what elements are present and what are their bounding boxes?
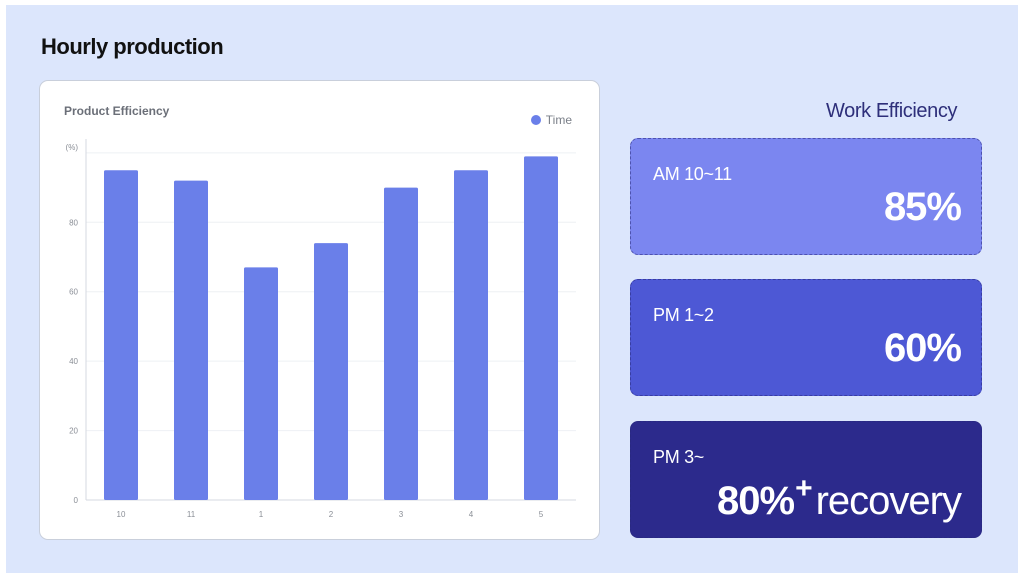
chart-title: Product Efficiency — [64, 104, 170, 118]
chart-card: 0 20 40 60 80 (%) 10 11 1 2 3 4 5 Product Efficiency… — [39, 80, 600, 540]
x-tick-label: 11 — [187, 510, 196, 519]
bar-11 — [174, 180, 208, 500]
x-tick-label: 3 — [399, 510, 404, 519]
x-tick-label: 2 — [329, 510, 334, 519]
efficiency-card-am-10-11: AM 10~11 85% — [630, 138, 982, 255]
legend-label: Time — [545, 113, 572, 127]
efficiency-card-value: 80%+ recovery — [717, 472, 962, 524]
efficiency-value-plus: + — [795, 472, 813, 505]
efficiency-value-suffix: recovery — [815, 479, 962, 523]
bar-3 — [384, 187, 418, 500]
efficiency-card-label: PM 1~2 — [653, 305, 714, 325]
bar-5 — [524, 156, 558, 500]
efficiency-card-pm-3: PM 3~ 80%+ recovery — [630, 421, 982, 538]
efficiency-value-number: 80% — [717, 479, 795, 523]
bar-10 — [104, 170, 138, 500]
bar-1 — [244, 267, 278, 500]
x-tick-label: 10 — [117, 510, 126, 519]
page-title: Hourly production — [41, 34, 224, 59]
y-tick-label: 40 — [69, 357, 78, 366]
efficiency-card-value: 85% — [883, 185, 962, 229]
efficiency-card-label: AM 10~11 — [653, 164, 732, 184]
bar-2 — [314, 243, 348, 500]
efficiency-card-pm-1-2: PM 1~2 60% — [630, 279, 982, 396]
y-unit-label: (%) — [66, 143, 79, 152]
x-tick-label: 4 — [469, 510, 474, 519]
y-tick-label: 80 — [69, 218, 78, 227]
work-efficiency-title: Work Efficiency — [826, 100, 958, 122]
bar-4 — [454, 170, 488, 500]
x-tick-label: 5 — [539, 510, 544, 519]
y-tick-label: 60 — [69, 288, 78, 297]
y-tick-label: 0 — [74, 496, 79, 505]
chart-legend: Time — [530, 113, 572, 127]
y-tick-label: 20 — [69, 427, 78, 436]
efficiency-card-value: 60% — [883, 326, 962, 370]
x-tick-label: 1 — [259, 510, 264, 519]
slide: Hourly production 0 20 40 60 80 (%) 10 11 1 2 3 4 5 … — [6, 5, 1018, 573]
efficiency-card-label: PM 3~ — [653, 447, 705, 467]
legend-dot-icon — [530, 115, 541, 125]
